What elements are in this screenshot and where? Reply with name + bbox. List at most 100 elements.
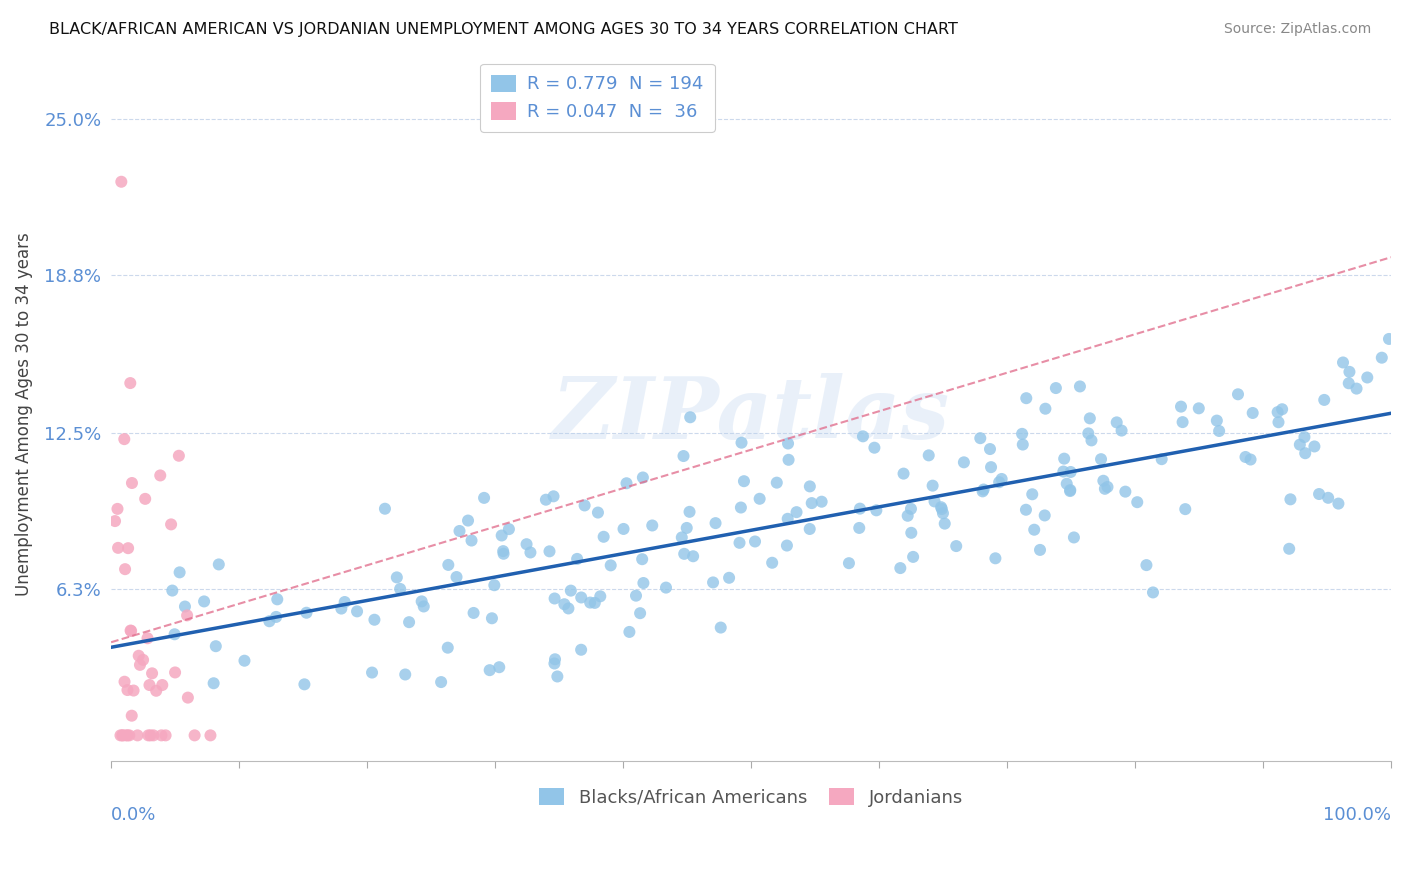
Point: [1011, 437, 1033, 451]
Point: [969, 431, 991, 445]
Point: [932, 506, 955, 520]
Point: [1080, 434, 1102, 448]
Point: [169, 566, 191, 580]
Point: [586, 506, 609, 520]
Y-axis label: Unemployment Among Ages 30 to 34 years: Unemployment Among Ages 30 to 34 years: [15, 233, 32, 597]
Point: [183, 728, 205, 742]
Point: [398, 615, 420, 630]
Point: [1313, 392, 1336, 407]
Point: [810, 494, 832, 508]
Point: [1303, 439, 1326, 453]
Point: [492, 544, 515, 558]
Point: [1078, 411, 1101, 425]
Point: [1378, 332, 1400, 346]
Point: [988, 475, 1011, 490]
Text: ZIPatlas: ZIPatlas: [553, 373, 950, 457]
Point: [1105, 416, 1128, 430]
Point: [374, 501, 396, 516]
Point: [117, 728, 139, 742]
Point: [934, 516, 956, 531]
Point: [117, 541, 139, 556]
Point: [394, 667, 416, 681]
Point: [1035, 401, 1057, 416]
Point: [565, 552, 588, 566]
Point: [1355, 370, 1378, 384]
Point: [1069, 379, 1091, 393]
Point: [1063, 531, 1085, 545]
Point: [1234, 450, 1257, 464]
Point: [900, 525, 922, 540]
Point: [619, 624, 641, 639]
Point: [778, 452, 800, 467]
Point: [177, 690, 200, 705]
Point: [1267, 415, 1289, 429]
Point: [111, 728, 134, 742]
Point: [149, 468, 172, 483]
Point: [748, 491, 770, 506]
Point: [128, 648, 150, 663]
Point: [165, 665, 187, 680]
Point: [543, 489, 565, 503]
Point: [990, 472, 1012, 486]
Point: [776, 436, 799, 450]
Point: [104, 514, 127, 528]
Point: [1090, 452, 1112, 467]
Point: [127, 728, 149, 742]
Point: [481, 611, 503, 625]
Point: [120, 624, 142, 638]
Point: [1097, 480, 1119, 494]
Point: [631, 470, 654, 484]
Point: [776, 512, 799, 526]
Point: [538, 544, 561, 558]
Point: [1337, 376, 1360, 391]
Point: [449, 524, 471, 538]
Point: [1059, 465, 1081, 479]
Point: [953, 455, 976, 469]
Point: [786, 505, 808, 519]
Point: [1126, 495, 1149, 509]
Point: [901, 549, 924, 564]
Text: BLACK/AFRICAN AMERICAN VS JORDANIAN UNEMPLOYMENT AMONG AGES 30 TO 34 YEARS CORRE: BLACK/AFRICAN AMERICAN VS JORDANIAN UNEM…: [49, 22, 957, 37]
Point: [865, 503, 887, 517]
Point: [1111, 424, 1133, 438]
Point: [1239, 452, 1261, 467]
Point: [1015, 391, 1038, 405]
Point: [1174, 502, 1197, 516]
Point: [979, 442, 1001, 456]
Point: [544, 652, 567, 666]
Point: [945, 539, 967, 553]
Point: [675, 521, 697, 535]
Point: [863, 441, 886, 455]
Point: [733, 474, 755, 488]
Point: [150, 728, 173, 742]
Point: [1371, 351, 1393, 365]
Point: [574, 499, 596, 513]
Point: [516, 537, 538, 551]
Point: [1059, 484, 1081, 499]
Point: [121, 708, 143, 723]
Point: [1033, 508, 1056, 523]
Point: [921, 478, 943, 492]
Point: [1205, 414, 1227, 428]
Point: [111, 728, 134, 742]
Point: [1346, 382, 1368, 396]
Point: [204, 639, 226, 653]
Point: [160, 517, 183, 532]
Point: [150, 678, 173, 692]
Point: [1052, 465, 1074, 479]
Point: [1114, 484, 1136, 499]
Point: [852, 429, 875, 443]
Point: [1150, 452, 1173, 467]
Point: [385, 570, 408, 584]
Point: [1267, 405, 1289, 419]
Point: [120, 624, 142, 638]
Point: [929, 500, 952, 515]
Point: [1029, 542, 1052, 557]
Point: [641, 518, 664, 533]
Point: [132, 653, 155, 667]
Point: [1011, 426, 1033, 441]
Point: [129, 657, 152, 672]
Point: [1317, 491, 1340, 505]
Point: [678, 505, 700, 519]
Point: [1092, 474, 1115, 488]
